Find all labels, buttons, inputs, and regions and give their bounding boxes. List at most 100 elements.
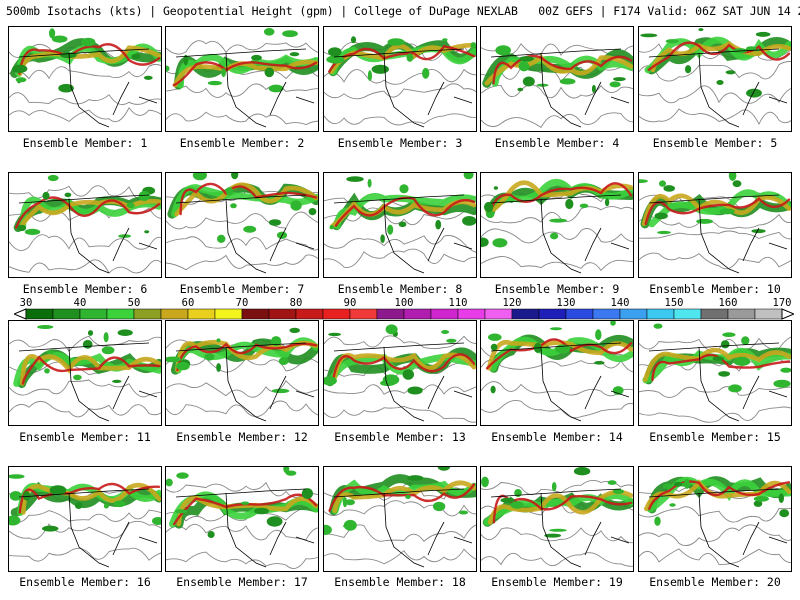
wind-patch [613, 77, 626, 82]
wind-patch [342, 497, 348, 508]
coastline [333, 48, 473, 128]
colorbar-swatch [25, 308, 54, 320]
wind-patch [324, 376, 337, 386]
ensemble-member-label: Ensemble Member: 5 [652, 136, 778, 150]
wind-patch [639, 179, 648, 183]
height-contour [639, 230, 791, 240]
wind-patch [176, 472, 189, 479]
wind-patch [47, 174, 59, 182]
isotach-band [15, 196, 161, 229]
map-plot [481, 43, 633, 129]
wind-patch [495, 45, 511, 56]
wind-patch [282, 30, 298, 38]
wind-patch [442, 38, 448, 42]
ensemble-member-label: Ensemble Member: 19 [491, 575, 623, 589]
wind-patch [604, 198, 610, 207]
isotach-band [648, 480, 791, 511]
wind-patch [484, 201, 494, 213]
map-plot [639, 476, 791, 568]
colorbar-swatch [241, 308, 270, 320]
map-plot [324, 36, 476, 128]
wind-patch [654, 212, 668, 220]
isotach-band [18, 482, 161, 514]
wind-patch [591, 84, 596, 93]
wind-patch [9, 515, 21, 526]
wind-patch [405, 494, 411, 499]
coastline [490, 48, 630, 128]
wind-patch [24, 228, 41, 235]
wind-patch [51, 35, 68, 43]
wind-patch [144, 230, 150, 234]
wind-patch [462, 216, 476, 226]
height-contour [9, 547, 161, 562]
ensemble-member-label: Ensemble Member: 8 [337, 282, 463, 296]
wind-patch [544, 533, 562, 538]
wind-patch [716, 80, 724, 85]
colorbar-swatch [295, 308, 324, 320]
wind-patch [371, 64, 389, 74]
ensemble-member-map [638, 26, 792, 132]
colorbar-swatch [160, 308, 189, 320]
ensemble-member-map [8, 172, 162, 278]
ensemble-member-label: Ensemble Member: 6 [22, 282, 148, 296]
height-contour [639, 85, 791, 104]
wind-patch [780, 367, 791, 373]
wind-patch [446, 338, 457, 343]
wind-patch [112, 379, 122, 383]
isotach-band [328, 483, 476, 512]
wind-patch [722, 332, 736, 337]
wind-patch [407, 475, 424, 481]
wind-patch [712, 356, 724, 361]
colorbar-tick-label: 160 [718, 297, 738, 309]
wind-patch [437, 467, 451, 471]
wind-patch [510, 501, 524, 509]
wind-patch [746, 46, 757, 51]
height-contour [9, 400, 161, 418]
ensemble-member-map [480, 466, 634, 572]
isotach-band [173, 493, 318, 526]
height-contour [9, 63, 161, 80]
wind-patch [490, 385, 496, 394]
colorbar-swatch [646, 308, 675, 320]
coastline [18, 342, 158, 422]
isotach-band [175, 339, 318, 373]
height-contour [166, 211, 318, 230]
ensemble-member-map [8, 26, 162, 132]
wind-patch [753, 496, 769, 502]
colorbar-swatch [322, 308, 351, 320]
height-contour [481, 552, 633, 567]
wind-patch [174, 509, 188, 514]
height-contour [639, 524, 791, 547]
colorbar-swatch [430, 308, 459, 320]
ensemble-member-map [323, 320, 477, 426]
height-contour [9, 234, 161, 251]
coastline [333, 194, 473, 274]
wind-patch [385, 324, 398, 335]
wind-patch [407, 386, 423, 395]
isotach-band [331, 352, 476, 384]
wind-patch [387, 224, 394, 235]
wind-patch [728, 384, 742, 393]
ensemble-member-map [480, 320, 634, 426]
coastline [490, 194, 630, 274]
ensemble-member-label: Ensemble Member: 15 [649, 430, 781, 444]
ensemble-member-label: Ensemble Member: 18 [334, 575, 466, 589]
isotach-band [331, 353, 476, 383]
wind-patch [46, 350, 55, 354]
ensemble-member-map [165, 320, 319, 426]
ensemble-member-map [165, 26, 319, 132]
ensemble-member-label: Ensemble Member: 2 [179, 136, 305, 150]
colorbar-swatch [106, 308, 135, 320]
ensemble-member-map [165, 466, 319, 572]
colorbar-tick-label: 110 [448, 297, 468, 309]
wind-patch [270, 336, 282, 347]
wind-patch [207, 80, 222, 86]
ensemble-member-map [480, 26, 634, 132]
wind-patch [271, 388, 290, 394]
map-plot [9, 174, 161, 274]
map-plot [481, 321, 633, 422]
wind-patch [550, 327, 562, 331]
coastline [333, 488, 473, 568]
wind-patch [741, 336, 750, 345]
isotach-band [650, 41, 791, 73]
